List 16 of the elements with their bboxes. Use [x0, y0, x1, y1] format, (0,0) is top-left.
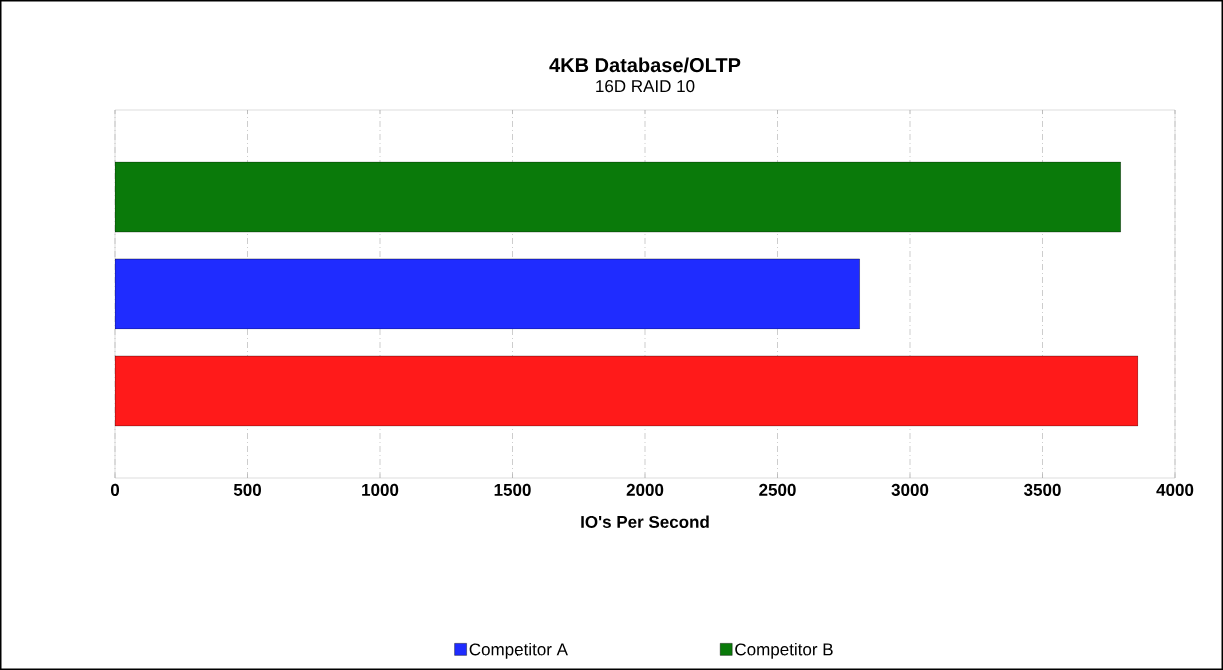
x-tick-label: 2000 — [626, 483, 664, 496]
chart-title: 4KB Database/OLTP — [549, 57, 741, 73]
x-tick-label: 1500 — [494, 483, 531, 496]
x-tick-label: 500 — [233, 483, 261, 496]
x-tick-label: 2500 — [759, 483, 796, 496]
bar — [115, 355, 1139, 427]
legend-label: Competitor B — [735, 642, 833, 659]
x-tick-label: 0 — [110, 483, 120, 496]
chart-subtitle: 16D RAID 10 — [596, 80, 695, 93]
x-tick-label: 4000 — [1156, 483, 1194, 496]
x-tick-label: 1000 — [362, 483, 399, 496]
x-axis-title: IO's Per Second — [581, 515, 709, 528]
legend-label: Competitor A — [469, 642, 568, 659]
bar — [115, 161, 1121, 233]
x-tick-label: 3500 — [1023, 483, 1061, 496]
x-tick-label: 3000 — [891, 483, 929, 496]
